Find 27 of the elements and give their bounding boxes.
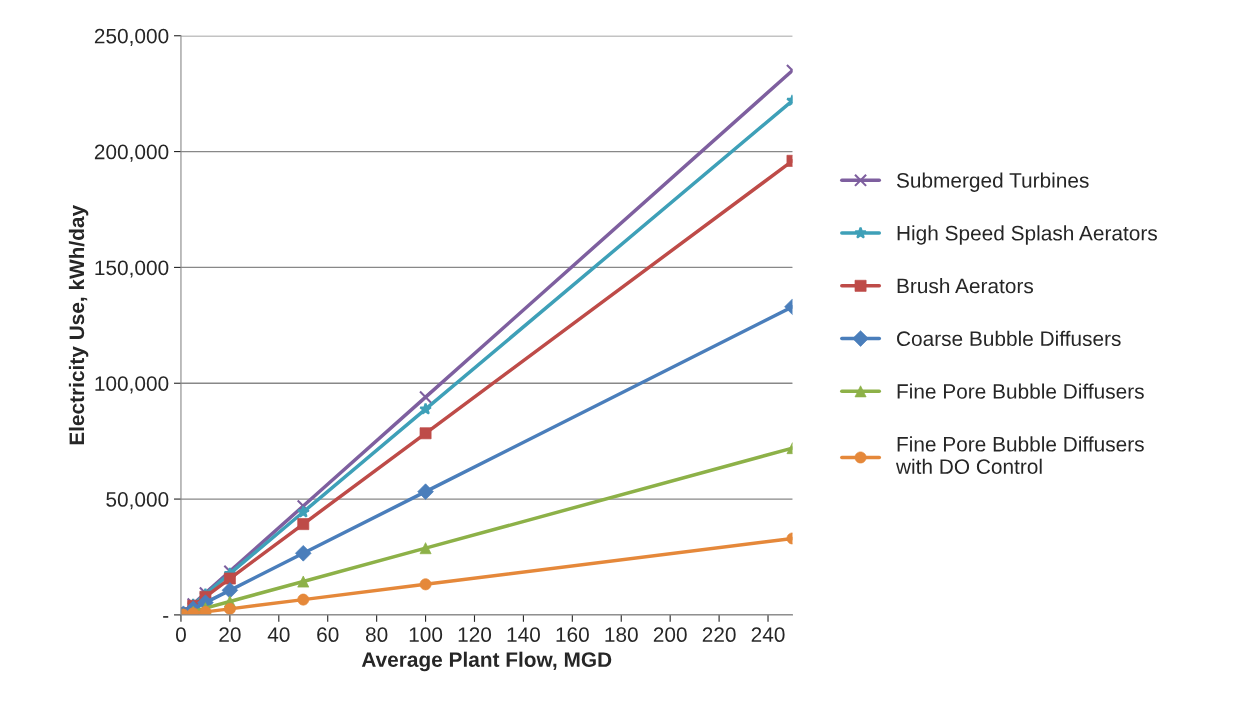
x-tick-label: 140 bbox=[507, 627, 540, 643]
x-tick-label: 160 bbox=[556, 627, 589, 643]
x-tick-label: 40 bbox=[267, 627, 290, 643]
x-tick-label: 100 bbox=[409, 627, 443, 643]
x-tick-label: 200 bbox=[653, 627, 687, 643]
y-axis-title: Electricity Use, kWh/day bbox=[68, 205, 89, 445]
legend-label: High Speed Splash Aerators bbox=[897, 225, 1157, 245]
x-tick-label: 0 bbox=[175, 627, 186, 643]
legend-label: Fine Pore Bubble Diffusers with DO Control bbox=[895, 436, 1144, 475]
x-tick-label: 20 bbox=[219, 627, 241, 643]
y-tick-label: - bbox=[163, 616, 169, 618]
legend-label: Coarse Bubble Diffusers bbox=[897, 330, 1121, 347]
x-tick-label: 180 bbox=[605, 627, 638, 643]
legend-label: Fine Pore Bubble Diffusers bbox=[897, 383, 1144, 399]
x-tick-label: 60 bbox=[317, 627, 339, 643]
y-tick-label: 150,000 bbox=[95, 260, 169, 278]
legend-label: Submerged Turbines bbox=[896, 172, 1089, 192]
y-tick-label: 50,000 bbox=[106, 492, 169, 510]
x-axis-title: Average Plant Flow, MGD bbox=[361, 651, 612, 672]
x-tick-label: 220 bbox=[702, 627, 736, 643]
y-tick-label: 100,000 bbox=[95, 376, 169, 394]
y-tick-label: 200,000 bbox=[94, 144, 169, 162]
x-tick-label: 240 bbox=[751, 627, 785, 643]
y-tick-label: 250,000 bbox=[94, 28, 169, 46]
x-tick-label: 80 bbox=[365, 627, 388, 643]
legend-label: Brush Aerators bbox=[897, 278, 1034, 294]
x-tick-label: 120 bbox=[458, 627, 492, 643]
